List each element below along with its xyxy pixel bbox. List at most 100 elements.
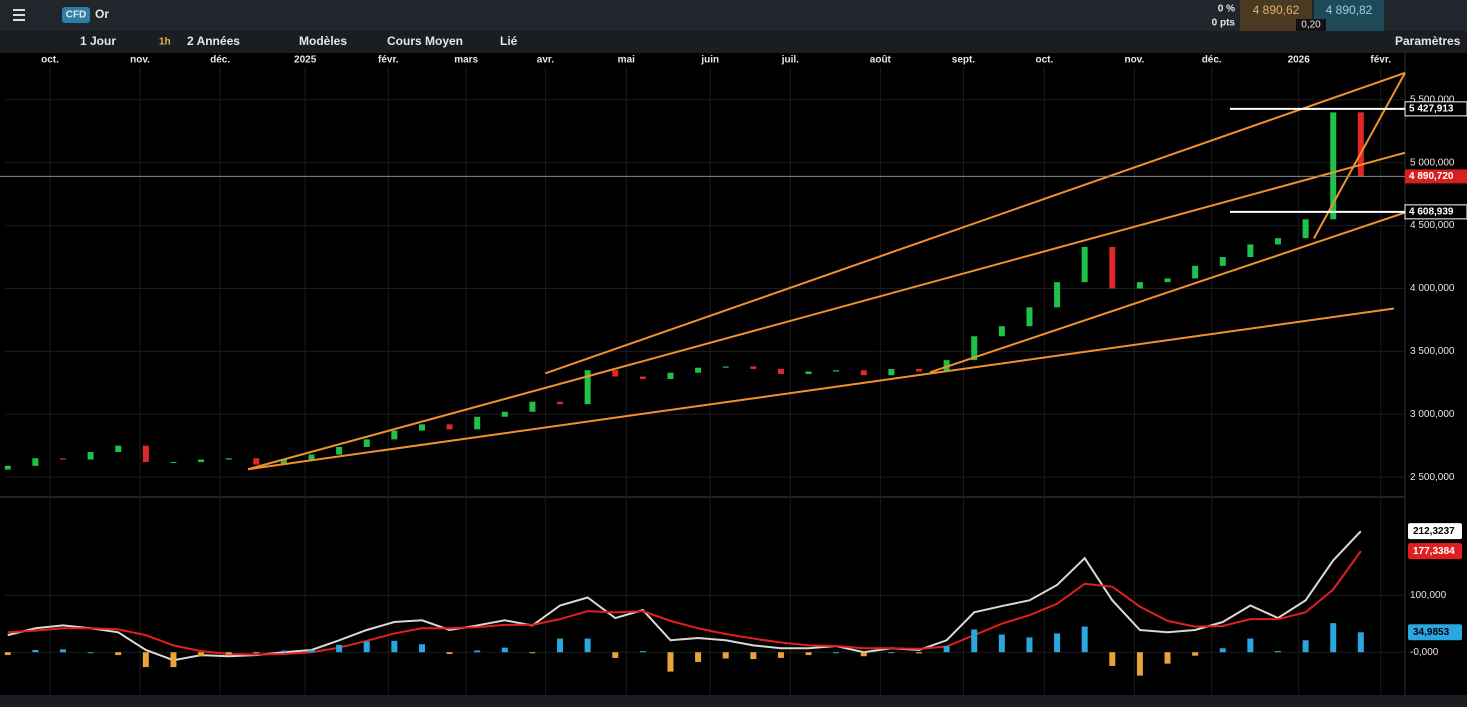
templates[interactable]: Modèles — [299, 34, 347, 48]
y-tick-label: 4 000,000 — [1410, 283, 1455, 294]
histogram-bar — [4, 652, 11, 656]
candle — [32, 458, 39, 466]
histogram-bar — [722, 652, 729, 659]
candle — [612, 370, 619, 377]
histogram-bar — [87, 652, 94, 654]
histogram-bar — [1302, 640, 1309, 653]
histogram-bar — [1192, 652, 1199, 656]
candle — [1247, 244, 1254, 258]
histogram-bar — [667, 652, 674, 672]
y-tick-label: 5 500,000 — [1410, 94, 1455, 105]
candle — [1081, 246, 1088, 283]
trend-line — [247, 307, 1395, 471]
histogram-bar — [32, 649, 39, 653]
trend-line — [545, 71, 1406, 375]
candle — [474, 416, 481, 430]
candle — [971, 336, 978, 361]
histogram-bar — [446, 652, 453, 654]
histogram-bar — [253, 652, 260, 654]
linked[interactable]: Lié — [500, 34, 518, 48]
histogram-bar — [805, 652, 812, 656]
candle — [363, 439, 370, 447]
candle — [529, 401, 536, 412]
histogram-bar — [612, 652, 619, 658]
histogram-bar — [971, 629, 978, 653]
buy-price[interactable]: 4 890,82 — [1326, 3, 1373, 17]
product: CFD — [66, 10, 87, 21]
candle — [722, 366, 729, 368]
histogram-bar — [557, 638, 564, 653]
candle — [1109, 246, 1116, 289]
level-label: 4 608,939 — [1409, 207, 1454, 218]
settings[interactable]: Paramètres — [1395, 34, 1461, 48]
candle — [142, 445, 149, 463]
instrument[interactable]: Or — [95, 7, 109, 21]
interval-short[interactable]: 1h — [159, 37, 171, 48]
histogram-bar — [998, 634, 1005, 653]
candle — [584, 370, 591, 405]
candle — [1164, 278, 1171, 283]
candle — [115, 445, 122, 452]
x-tick-label: nov. — [130, 55, 150, 66]
histogram-bar — [1219, 648, 1226, 653]
candle — [198, 459, 205, 463]
value-label: 177,3384 — [1413, 546, 1455, 557]
y-tick-label: 3 000,000 — [1410, 409, 1455, 420]
value-label: 212,3237 — [1413, 526, 1455, 537]
candle — [446, 424, 453, 430]
sell-price[interactable]: 4 890,62 — [1253, 3, 1300, 17]
histogram-bar — [308, 649, 315, 653]
histogram-bar — [1054, 633, 1061, 653]
candle — [1026, 307, 1033, 327]
candle — [750, 366, 757, 369]
histogram-bar — [1274, 651, 1281, 653]
candle — [695, 367, 702, 373]
interval[interactable]: 1 Jour — [80, 34, 116, 48]
y-tick-label: 3 500,000 — [1410, 346, 1455, 357]
candle — [280, 459, 287, 465]
histogram-bar — [750, 652, 757, 660]
indicator[interactable]: Cours Moyen — [387, 34, 463, 48]
histogram-bar — [1357, 632, 1364, 653]
histogram-bar — [418, 644, 425, 653]
candle — [860, 370, 867, 376]
histogram-bar — [584, 638, 591, 653]
spread: 0,20 — [1301, 20, 1321, 31]
range[interactable]: 2 Années — [187, 34, 240, 48]
histogram-bar — [916, 652, 923, 654]
histogram-bar — [170, 652, 177, 668]
histogram-bar — [639, 651, 646, 653]
candle — [805, 371, 812, 374]
histogram-bar — [1109, 652, 1116, 666]
x-tick-label: avr. — [537, 55, 554, 66]
y-tick-label: -0,000 — [1410, 647, 1439, 658]
x-tick-label: mai — [618, 55, 635, 66]
histogram-bar — [1247, 638, 1254, 653]
value-label-bg — [1408, 543, 1462, 560]
menu-icon[interactable] — [13, 9, 25, 21]
level-label: 5 427,913 — [1409, 103, 1454, 114]
candle — [1330, 112, 1337, 220]
trend-line — [929, 211, 1406, 374]
x-tick-label: juil. — [781, 55, 799, 66]
y-tick-label: 4 500,000 — [1410, 220, 1455, 231]
histogram-bar — [1330, 623, 1337, 653]
histogram-bar — [59, 649, 66, 653]
x-tick-label: févr. — [1370, 55, 1391, 66]
candle — [59, 458, 66, 460]
histogram-bar — [363, 641, 370, 653]
candle — [667, 372, 674, 380]
bottom-strip — [0, 695, 1467, 707]
y-tick-label: 5 000,000 — [1410, 157, 1455, 168]
candle — [833, 370, 840, 372]
value-label-bg — [1408, 523, 1462, 540]
candle — [170, 462, 177, 464]
histogram-bar — [474, 650, 481, 653]
candle — [418, 424, 425, 431]
candle — [888, 368, 895, 376]
value-label-bg — [1408, 624, 1462, 641]
candle — [557, 401, 564, 405]
product-badge — [62, 7, 90, 23]
x-tick-label: oct. — [41, 55, 59, 66]
candle — [1302, 219, 1309, 239]
